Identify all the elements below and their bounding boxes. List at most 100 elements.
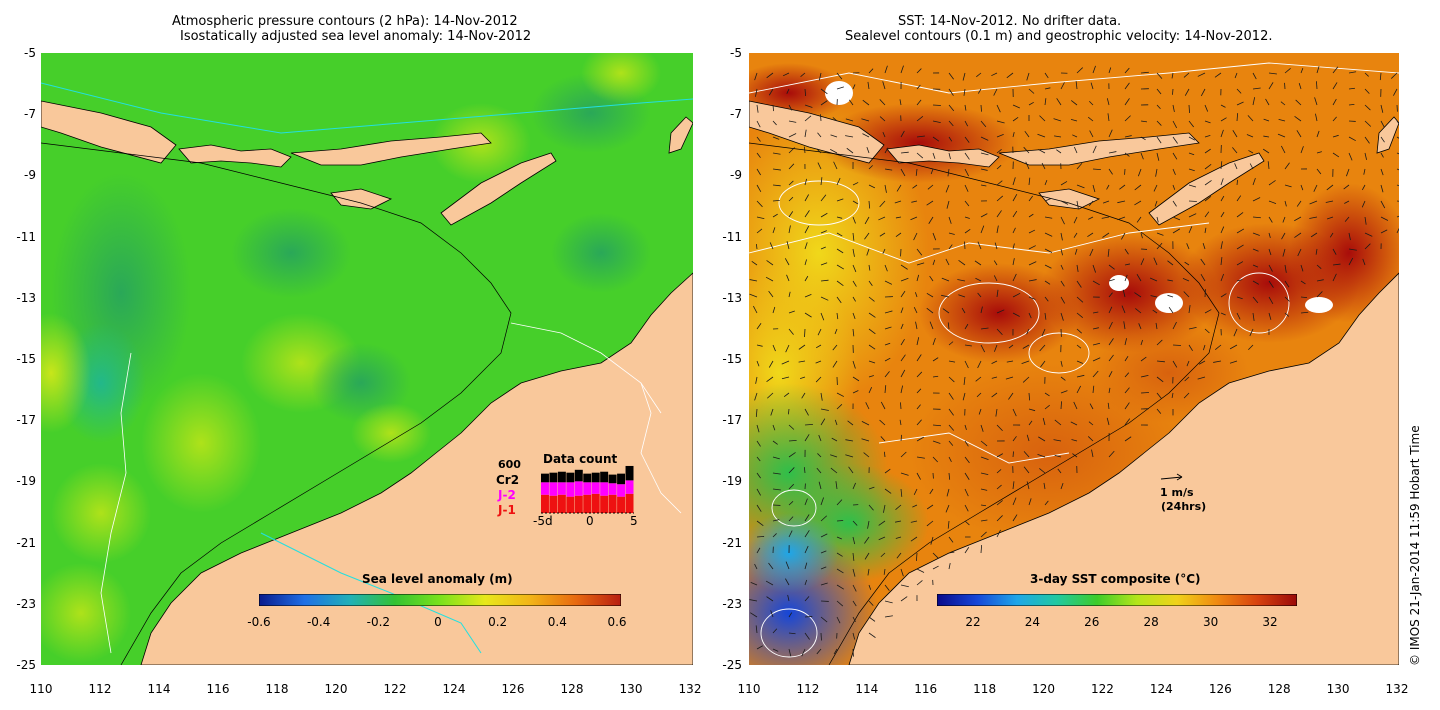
cloud-gap (1305, 297, 1333, 313)
velocity-arrow (964, 440, 969, 447)
velocity-arrow (868, 386, 873, 394)
velocity-arrow (1236, 212, 1244, 218)
velocity-arrow (1060, 200, 1069, 205)
velocity-arrow (768, 562, 774, 570)
left-title-line1: Atmospheric pressure contours (2 hPa): 1… (172, 14, 518, 29)
velocity-arrow (767, 392, 774, 399)
velocity-arrow (948, 244, 953, 250)
velocity-arrow (1393, 88, 1398, 96)
velocity-arrow (820, 616, 828, 623)
velocity-arrow (836, 584, 845, 590)
velocity-arrow (980, 545, 983, 554)
right-colorbar-tick: 28 (1143, 615, 1159, 629)
velocity-arrow (756, 440, 761, 447)
velocity-arrow (1332, 82, 1338, 90)
velocity-arrow (1026, 481, 1030, 490)
velocity-arrow (820, 88, 828, 95)
velocity-arrow (836, 404, 843, 410)
velocity-arrow (1005, 376, 1014, 380)
velocity-arrow (1026, 72, 1030, 81)
velocity-arrow (1070, 118, 1078, 122)
velocity-arrow (1220, 211, 1225, 218)
velocity-arrow (1167, 279, 1174, 282)
left-lat-label: -23 (16, 596, 36, 611)
velocity-arrow (929, 488, 934, 495)
velocity-arrow (1236, 279, 1243, 282)
velocity-arrow (1298, 82, 1302, 90)
velocity-arrow (916, 568, 925, 573)
sla-contour-west (100, 352, 132, 654)
data-count-bar-j1 (617, 496, 626, 513)
velocity-arrow (879, 99, 886, 106)
velocity-arrow (868, 328, 876, 335)
velocity-arrow (772, 227, 776, 234)
velocity-arrow (1188, 168, 1195, 172)
velocity-arrow (900, 168, 906, 177)
tanimbar-island (1376, 116, 1399, 154)
velocity-arrow (1220, 104, 1226, 108)
velocity-arrow (818, 72, 822, 81)
velocity-arrow (830, 467, 838, 474)
velocity-arrow (1134, 184, 1142, 191)
data-count-bar-j2 (557, 482, 566, 495)
velocity-arrow (1102, 232, 1110, 238)
velocity-arrow (1364, 104, 1371, 111)
velocity-arrow (1214, 72, 1222, 78)
velocity-arrow (867, 568, 870, 576)
velocity-arrow (900, 451, 907, 458)
velocity-arrow (932, 120, 941, 124)
velocity-arrow (884, 488, 892, 494)
velocity-arrow (756, 547, 761, 554)
velocity-arrow (916, 371, 923, 378)
velocity-arrow (900, 307, 904, 314)
velocity-arrow (900, 130, 905, 138)
velocity-arrow (1315, 248, 1318, 255)
velocity-arrow (1172, 104, 1175, 113)
velocity-arrow (976, 392, 982, 398)
velocity-arrow (788, 530, 793, 538)
velocity-arrow (1092, 264, 1096, 273)
velocity-arrow (884, 264, 888, 272)
velocity-arrow (964, 136, 970, 143)
data-count-title: Data count (543, 452, 618, 466)
velocity-arrow (964, 152, 970, 160)
velocity-arrow (861, 118, 870, 122)
velocity-arrow (948, 360, 956, 363)
velocity-arrow (1076, 344, 1082, 349)
velocity-arrow (1236, 228, 1245, 234)
data-count-bar-j1 (608, 494, 617, 513)
velocity-arrow (804, 194, 809, 202)
velocity-arrow (786, 241, 790, 250)
velocity-arrow (1060, 360, 1063, 367)
velocity-arrow (1204, 180, 1212, 186)
right-lon-label: 110 (737, 682, 761, 696)
velocity-arrow (1348, 248, 1357, 251)
sla-contour-coast (510, 322, 662, 414)
left-lat-label: -17 (16, 413, 36, 428)
velocity-arrow (804, 104, 813, 108)
velocity-arrow (1072, 453, 1078, 458)
velocity-arrow (1070, 100, 1078, 106)
right-lon-label: 118 (973, 682, 997, 696)
velocity-arrow (788, 439, 797, 442)
velocity-arrow (836, 216, 843, 219)
velocity-arrow (932, 440, 941, 444)
velocity-arrow (1172, 321, 1177, 330)
velocity-arrow (1197, 72, 1206, 77)
velocity-arrow (863, 452, 870, 458)
velocity-arrow (836, 616, 841, 624)
velocity-arrow (1268, 280, 1274, 288)
velocity-arrow (804, 596, 810, 602)
velocity-arrow (884, 468, 891, 474)
sumba-island (330, 188, 393, 210)
velocity-arrow (1236, 113, 1239, 122)
velocity-arrow (1154, 200, 1158, 207)
velocity-arrow (977, 241, 982, 250)
timor-island (1148, 152, 1265, 226)
velocity-arrow (784, 258, 790, 266)
velocity-arrow (878, 536, 886, 541)
velocity-arrow (830, 454, 838, 458)
velocity-arrow (750, 612, 758, 618)
velocity-arrow (1252, 197, 1261, 202)
velocity-arrow (862, 133, 870, 138)
